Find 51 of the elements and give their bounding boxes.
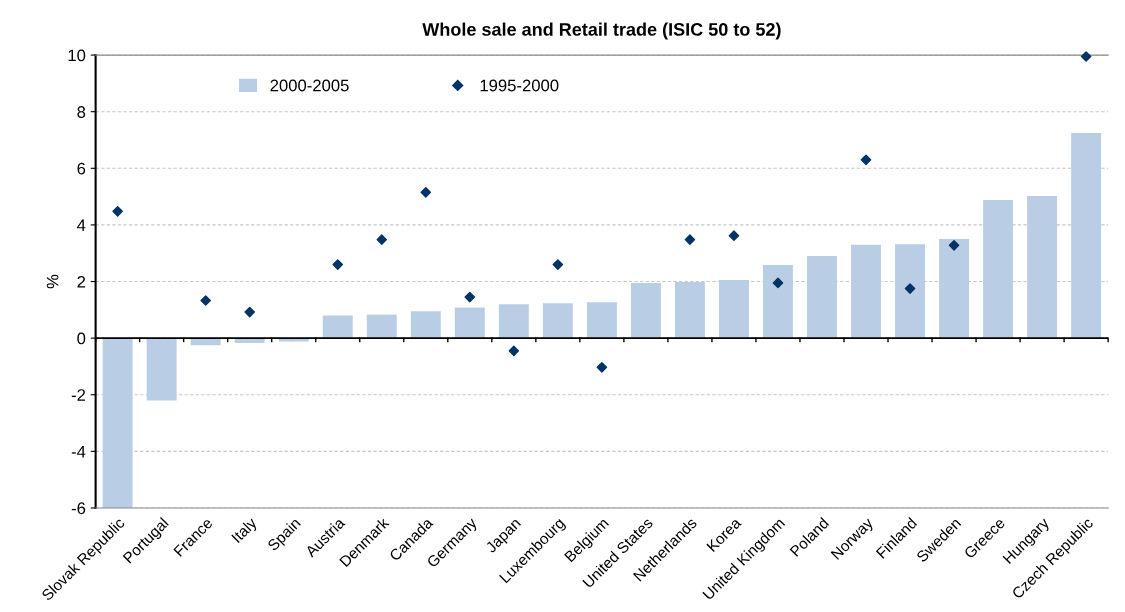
bar [410, 311, 441, 339]
bar [1071, 132, 1102, 339]
y-tick-label: 10 [68, 49, 86, 62]
y-tick-label: 8 [77, 106, 86, 118]
y-tick-label: -6 [71, 502, 86, 515]
bar [322, 315, 353, 339]
point [552, 259, 564, 270]
bar [895, 244, 925, 339]
point [1080, 51, 1092, 62]
chart-title: Whole sale and Retail trade (ISIC 50 to 52) [422, 22, 781, 40]
x-tick-label: Italy [230, 516, 260, 546]
point [244, 306, 256, 318]
point [772, 277, 784, 289]
point [332, 259, 344, 270]
bar [630, 282, 661, 339]
bar [674, 282, 705, 339]
bar [983, 200, 1014, 339]
y-tick-label: 6 [77, 162, 86, 175]
point [420, 187, 432, 198]
point [948, 239, 960, 251]
y-tick-label: -2 [71, 389, 86, 401]
y-tick-label: 2 [77, 275, 86, 288]
point [508, 345, 520, 357]
point [684, 234, 696, 245]
point [200, 295, 211, 306]
bar [1027, 196, 1058, 339]
bar [366, 314, 397, 339]
bar [102, 338, 133, 508]
legend-label: 1995-2000 [480, 79, 559, 92]
point [596, 361, 608, 373]
bar [718, 280, 749, 339]
y-axis-title: % [46, 274, 59, 289]
bar [498, 304, 529, 339]
point [376, 234, 388, 245]
bar [542, 303, 573, 339]
point [728, 230, 740, 241]
bar [939, 239, 970, 339]
point [464, 291, 476, 303]
y-tick-label: -4 [71, 445, 86, 458]
bar [762, 265, 793, 339]
point [112, 206, 123, 217]
bar [454, 307, 485, 339]
bar [851, 244, 881, 339]
bar [807, 256, 837, 339]
point [860, 154, 872, 166]
legend-label: 2000-2005 [270, 79, 349, 92]
y-tick-label: 4 [77, 219, 86, 231]
point [904, 283, 916, 294]
bar [146, 338, 177, 401]
bar [586, 302, 617, 339]
y-tick-label: 0 [77, 332, 86, 345]
